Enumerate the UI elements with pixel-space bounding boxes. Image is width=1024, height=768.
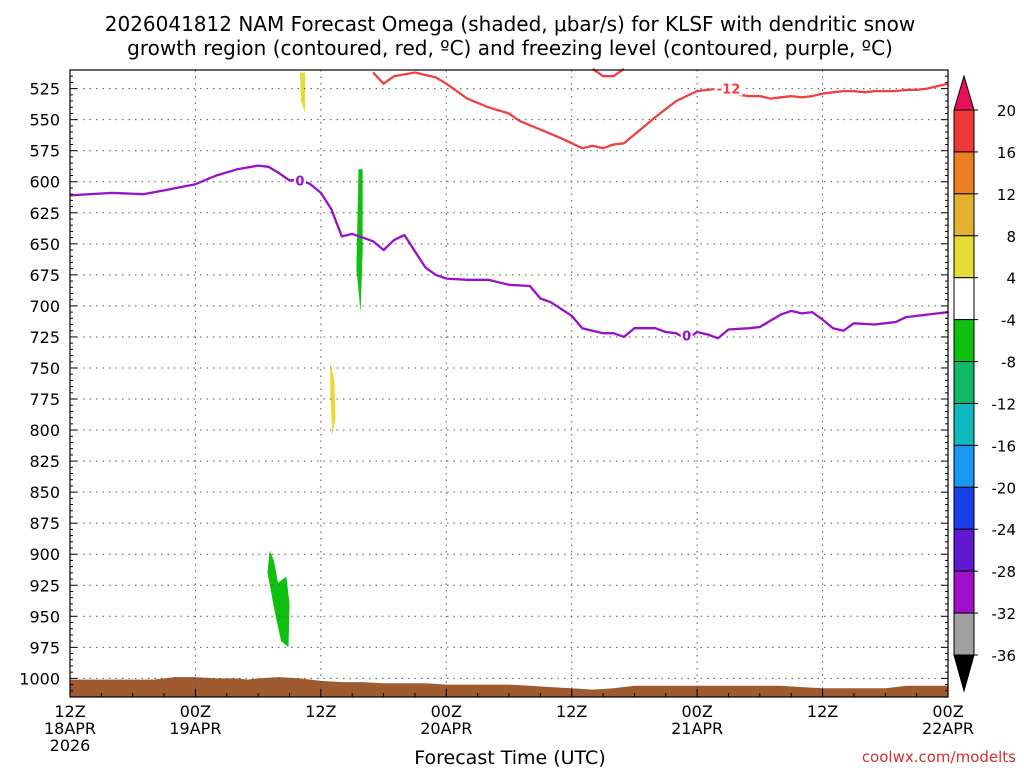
y-tick-label: 775 <box>29 390 60 409</box>
title-line-1: 2026041812 NAM Forecast Omega (shaded, μ… <box>105 12 916 36</box>
colorbar-segment <box>953 570 975 614</box>
y-tick-label: 850 <box>29 483 60 502</box>
colorbar-segment <box>953 612 975 656</box>
y-tick-label: 525 <box>29 80 60 99</box>
freezing-level-label: 0 <box>295 175 304 190</box>
x-tick-label: 22APR <box>922 719 974 738</box>
colorbar-segment <box>953 402 975 446</box>
colorbar-segment <box>953 361 975 404</box>
x-tick-label: 12Z <box>807 702 838 721</box>
colorbar-segment <box>953 109 975 153</box>
x-tick-label: 00Z <box>681 702 712 721</box>
dendritic-growth-boundary-line-segment <box>591 67 625 78</box>
y-tick-label: 550 <box>29 111 60 130</box>
dendritic-growth-boundary-label: -12 <box>717 83 741 98</box>
omega-region <box>593 72 653 236</box>
colorbar-label: -32 <box>992 605 1017 623</box>
omega-region <box>267 550 290 648</box>
colorbar: 20 16 12 8 4 -4 -8 -12 -16 -20 -24 -28 -32 -36 <box>953 74 1017 693</box>
colorbar-label: -16 <box>992 437 1017 455</box>
colorbar-top-arrow <box>953 74 975 111</box>
colorbar-label: -12 <box>992 395 1017 413</box>
x-tick-label: 00Z <box>932 702 963 721</box>
terrain-layer <box>70 677 948 697</box>
y-tick-label: 750 <box>29 359 60 378</box>
x-tick-label: 20APR <box>420 719 472 738</box>
colorbar-label: 12 <box>997 186 1016 204</box>
y-tick-label: 950 <box>29 607 60 626</box>
colorbar-label: -24 <box>992 521 1017 539</box>
x-tick-label: 2026 <box>50 736 91 755</box>
colorbar-segment <box>953 193 975 237</box>
contour-lines: 0 0 -12 <box>69 67 949 345</box>
omega-region <box>300 72 306 114</box>
colorbar-label: 4 <box>1006 270 1016 288</box>
x-tick-label: 12Z <box>556 702 587 721</box>
plot-area <box>70 70 948 697</box>
y-axis-ticks: 525 550 575 600 625 650 675 700 725 750 775 800 825 8… <box>19 75 948 692</box>
dendritic-growth-boundary-line <box>372 71 949 150</box>
x-tick-label: 00Z <box>180 702 211 721</box>
y-tick-label: 875 <box>29 514 60 533</box>
omega-region <box>330 361 336 437</box>
y-tick-label: 1000 <box>19 669 60 688</box>
chart-title: 2026041812 NAM Forecast Omega (shaded, μ… <box>105 12 916 60</box>
x-tick-label: 12Z <box>54 702 85 721</box>
colorbar-bottom-arrow <box>953 654 975 693</box>
omega-region <box>356 169 363 313</box>
colorbar-label: 20 <box>997 102 1016 120</box>
title-line-2: growth region (contoured, red, ºC) and f… <box>127 36 893 60</box>
y-tick-label: 925 <box>29 576 60 595</box>
colorbar-label: 8 <box>1006 228 1016 246</box>
x-axis-label: Forecast Time (UTC) <box>414 747 605 768</box>
plot-background <box>70 70 948 697</box>
x-tick-label: 00Z <box>431 702 462 721</box>
y-tick-label: 600 <box>29 173 60 192</box>
x-tick-label: 19APR <box>169 719 221 738</box>
y-tick-label: 625 <box>29 204 60 223</box>
credit-text: coolwx.com/modelts <box>862 748 1016 766</box>
gridlines <box>70 70 948 697</box>
colorbar-label: -20 <box>992 479 1017 497</box>
y-tick-label: 650 <box>29 235 60 254</box>
freezing-level-line <box>69 164 949 341</box>
omega-region <box>370 72 380 202</box>
freezing-level-label-bg <box>680 328 693 343</box>
freezing-level-label-bg <box>293 173 306 188</box>
x-tick-label: 21APR <box>671 719 723 738</box>
colorbar-segment <box>953 486 975 530</box>
x-tick-label: 18APR <box>44 719 96 738</box>
terrain-fill <box>70 677 948 697</box>
y-tick-label: 725 <box>29 328 60 347</box>
freezing-level-label: 0 <box>682 330 691 345</box>
x-tick-label: 12Z <box>305 702 336 721</box>
y-tick-label: 975 <box>29 638 60 657</box>
colorbar-label: 16 <box>997 144 1016 162</box>
colorbar-segment <box>953 235 975 279</box>
omega-region <box>382 457 422 552</box>
colorbar-segment <box>953 151 975 195</box>
y-tick-label: 800 <box>29 421 60 440</box>
y-tick-label: 825 <box>29 452 60 471</box>
colorbar-label: -36 <box>992 647 1017 665</box>
omega-region <box>639 231 656 267</box>
omega-region <box>604 281 616 372</box>
colorbar-segment <box>953 277 975 321</box>
y-tick-label: 575 <box>29 142 60 161</box>
colorbar-segment <box>953 444 975 488</box>
y-tick-label: 700 <box>29 297 60 316</box>
colorbar-label: -28 <box>992 563 1017 581</box>
y-tick-label: 900 <box>29 545 60 564</box>
dendritic-growth-boundary-label-bg <box>714 81 743 96</box>
colorbar-label: -8 <box>1001 354 1016 372</box>
colorbar-segment <box>953 319 975 363</box>
colorbar-label: -4 <box>1001 312 1016 330</box>
colorbar-segment <box>953 528 975 572</box>
y-tick-label: 675 <box>29 266 60 285</box>
